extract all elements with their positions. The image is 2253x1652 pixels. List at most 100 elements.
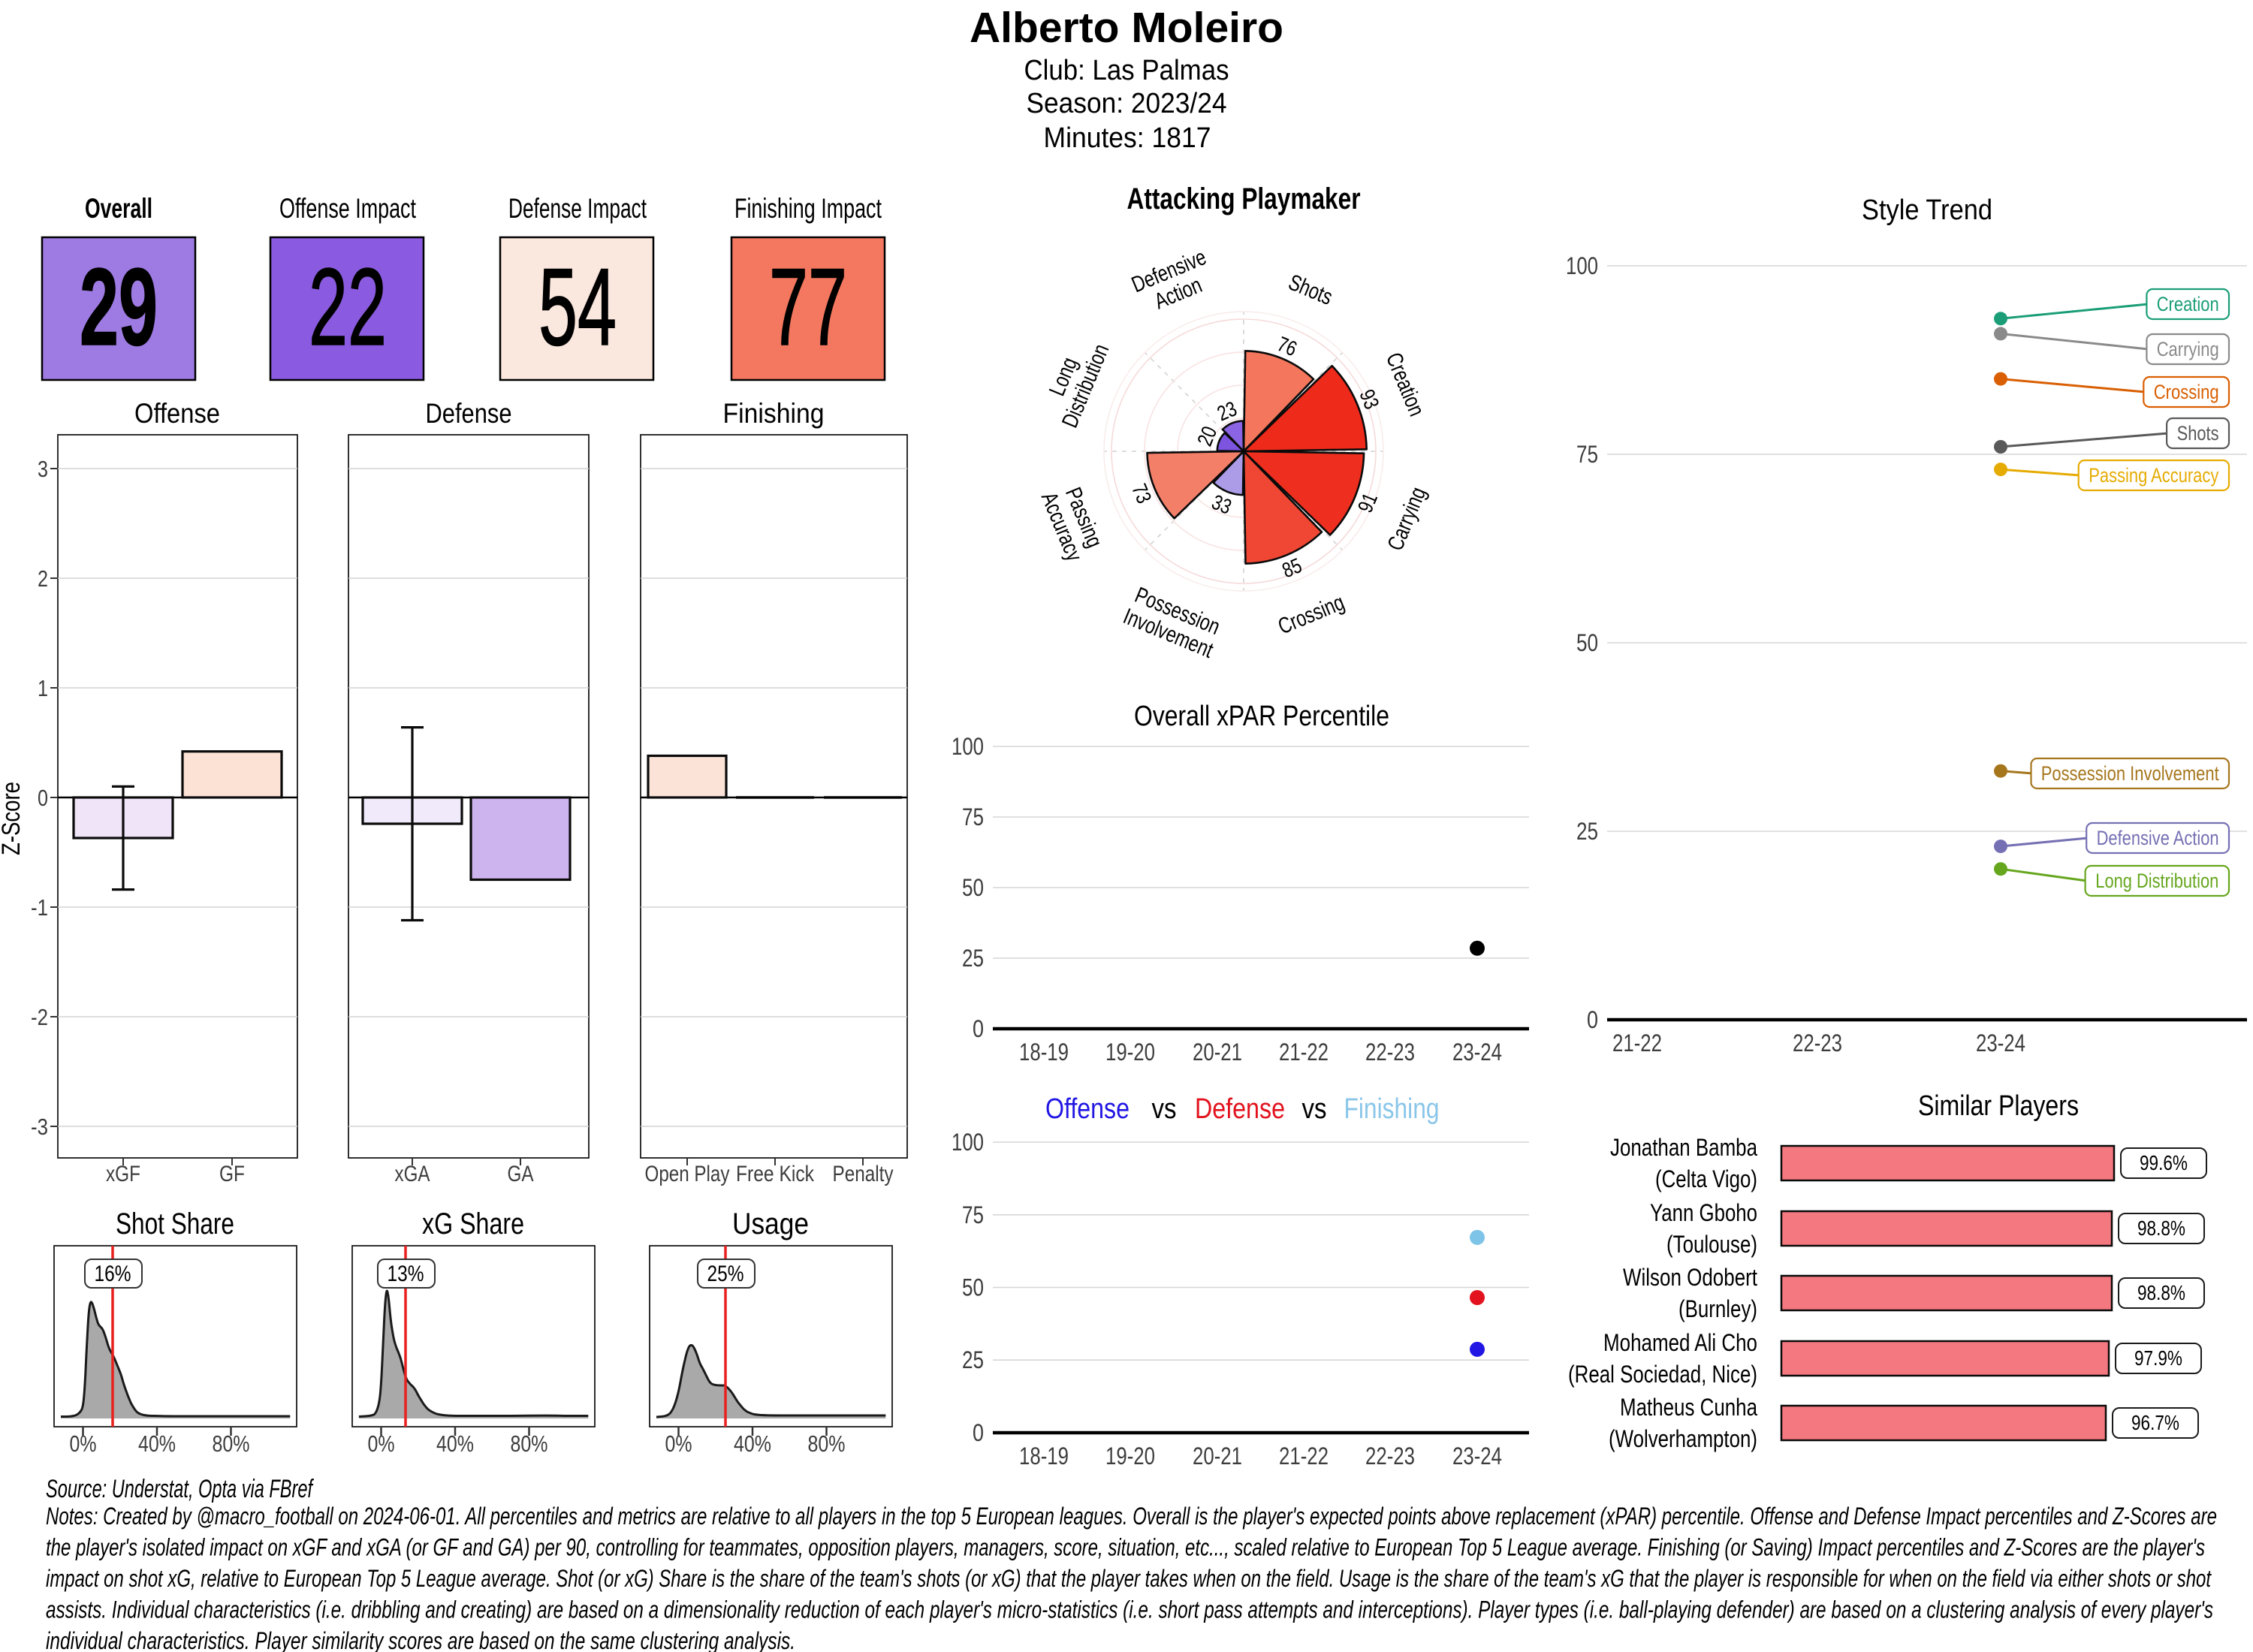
svg-text:54: 54 (538, 246, 617, 368)
svg-text:80%: 80% (213, 1430, 250, 1457)
svg-text:Defense Impact: Defense Impact (508, 193, 647, 224)
svg-text:3: 3 (38, 456, 48, 482)
svg-text:20-21: 20-21 (1193, 1039, 1242, 1066)
svg-text:Possession Involvement: Possession Involvement (2041, 762, 2219, 785)
svg-text:25: 25 (1576, 818, 1598, 845)
svg-text:100: 100 (1566, 252, 1598, 279)
svg-text:Attacking Playmaker: Attacking Playmaker (1127, 182, 1361, 216)
svg-text:0%: 0% (368, 1430, 395, 1457)
svg-text:1: 1 (38, 675, 48, 701)
svg-text:Z-Score: Z-Score (0, 782, 26, 855)
svg-text:77: 77 (769, 246, 847, 368)
svg-text:13%: 13% (388, 1262, 424, 1286)
svg-text:Matheus Cunha: Matheus Cunha (1620, 1394, 1757, 1421)
svg-text:Creation: Creation (2157, 293, 2219, 315)
svg-text:Open Play: Open Play (645, 1162, 730, 1186)
svg-text:xGA: xGA (395, 1162, 430, 1186)
svg-text:23-24: 23-24 (1976, 1029, 2025, 1057)
svg-text:Shot Share: Shot Share (116, 1207, 234, 1241)
svg-text:Notes: Created by @macro_footb: Notes: Created by @macro_football on 202… (46, 1503, 2217, 1530)
svg-text:Style Trend: Style Trend (1862, 194, 1992, 226)
svg-text:100: 100 (952, 1129, 984, 1156)
svg-text:Offense: Offense (1045, 1093, 1130, 1125)
svg-text:75: 75 (1576, 441, 1598, 468)
svg-text:vs: vs (1152, 1093, 1177, 1125)
svg-text:0: 0 (1587, 1006, 1598, 1033)
svg-text:19-20: 19-20 (1105, 1442, 1155, 1470)
svg-text:40%: 40% (734, 1430, 771, 1457)
svg-text:22: 22 (309, 246, 387, 368)
svg-text:50: 50 (1576, 629, 1598, 656)
svg-text:Defense: Defense (426, 398, 512, 429)
svg-text:-1: -1 (31, 894, 48, 921)
svg-text:0%: 0% (70, 1430, 97, 1457)
svg-text:Penalty: Penalty (833, 1162, 894, 1186)
svg-text:impact on shot xG, relative to: impact on shot xG, relative to European … (46, 1565, 2212, 1592)
svg-text:Carrying: Carrying (2157, 338, 2219, 360)
svg-text:100: 100 (952, 733, 984, 760)
svg-text:Jonathan Bamba: Jonathan Bamba (1610, 1134, 1757, 1161)
svg-text:23-24: 23-24 (1452, 1442, 1502, 1470)
svg-text:98.8%: 98.8% (2137, 1216, 2185, 1240)
svg-text:0: 0 (973, 1419, 984, 1446)
svg-text:Season: 2023/24: Season: 2023/24 (1027, 88, 1227, 119)
svg-text:0%: 0% (665, 1430, 692, 1457)
svg-text:75: 75 (962, 803, 984, 831)
svg-text:Minutes: 1817: Minutes: 1817 (1044, 122, 1211, 154)
svg-text:75: 75 (962, 1201, 984, 1228)
svg-text:Passing Accuracy: Passing Accuracy (2089, 464, 2218, 487)
svg-text:18-19: 18-19 (1019, 1442, 1069, 1470)
svg-text:23-24: 23-24 (1452, 1039, 1502, 1066)
svg-text:Mohamed Ali Cho: Mohamed Ali Cho (1603, 1329, 1757, 1356)
svg-text:22-23: 22-23 (1793, 1029, 1842, 1057)
svg-text:GA: GA (508, 1162, 534, 1186)
svg-text:xGF: xGF (106, 1162, 140, 1186)
svg-text:25%: 25% (707, 1262, 744, 1286)
svg-text:individual characteristics. Pl: individual characteristics. Player simil… (46, 1627, 795, 1652)
svg-text:22-23: 22-23 (1365, 1039, 1415, 1066)
svg-text:25: 25 (962, 1346, 984, 1373)
svg-text:20-21: 20-21 (1193, 1442, 1242, 1470)
svg-text:Wilson Odobert: Wilson Odobert (1623, 1264, 1757, 1291)
svg-text:assists. Individual characteri: assists. Individual characteristics (i.e… (46, 1596, 2213, 1623)
svg-text:-3: -3 (31, 1114, 48, 1140)
svg-text:xG Share: xG Share (422, 1207, 524, 1241)
svg-text:(Real Sociedad, Nice): (Real Sociedad, Nice) (1568, 1361, 1757, 1388)
svg-text:80%: 80% (808, 1430, 846, 1457)
svg-text:50: 50 (962, 1274, 984, 1301)
svg-text:-2: -2 (31, 1004, 48, 1030)
svg-text:(Toulouse): (Toulouse) (1666, 1231, 1757, 1258)
svg-text:96.7%: 96.7% (2131, 1411, 2179, 1434)
svg-text:(Celta Vigo): (Celta Vigo) (1655, 1165, 1757, 1192)
svg-text:Defense: Defense (1195, 1093, 1285, 1125)
svg-text:40%: 40% (436, 1430, 474, 1457)
svg-text:Finishing: Finishing (1344, 1093, 1440, 1125)
svg-text:Offense: Offense (134, 398, 220, 429)
svg-text:29: 29 (80, 246, 158, 368)
svg-text:Source: Understat, Opta via FB: Source: Understat, Opta via FBref (46, 1475, 314, 1503)
svg-text:Overall xPAR Percentile: Overall xPAR Percentile (1134, 701, 1389, 732)
svg-text:Overall: Overall (85, 193, 152, 224)
svg-text:21-22: 21-22 (1279, 1442, 1329, 1470)
svg-text:Similar Players: Similar Players (1918, 1090, 2079, 1122)
svg-text:Free Kick: Free Kick (736, 1162, 815, 1186)
svg-text:Usage: Usage (732, 1207, 809, 1241)
svg-text:80%: 80% (511, 1430, 548, 1457)
svg-text:19-20: 19-20 (1105, 1039, 1155, 1066)
svg-text:Defensive Action: Defensive Action (2097, 827, 2219, 849)
svg-text:0: 0 (38, 785, 48, 811)
svg-text:99.6%: 99.6% (2140, 1151, 2188, 1174)
svg-text:25: 25 (962, 945, 984, 972)
svg-text:0: 0 (973, 1015, 984, 1042)
svg-text:Alberto Moleiro: Alberto Moleiro (970, 4, 1283, 52)
svg-text:50: 50 (962, 874, 984, 901)
svg-text:21-22: 21-22 (1279, 1039, 1329, 1066)
svg-text:Crossing: Crossing (2154, 381, 2219, 403)
svg-text:98.8%: 98.8% (2137, 1281, 2185, 1304)
svg-text:(Burnley): (Burnley) (1678, 1295, 1757, 1322)
svg-text:Yann Gboho: Yann Gboho (1650, 1199, 1757, 1226)
svg-text:16%: 16% (95, 1262, 131, 1286)
svg-text:21-22: 21-22 (1612, 1029, 1662, 1057)
svg-text:Offense Impact: Offense Impact (279, 193, 417, 224)
svg-text:97.9%: 97.9% (2134, 1346, 2182, 1370)
